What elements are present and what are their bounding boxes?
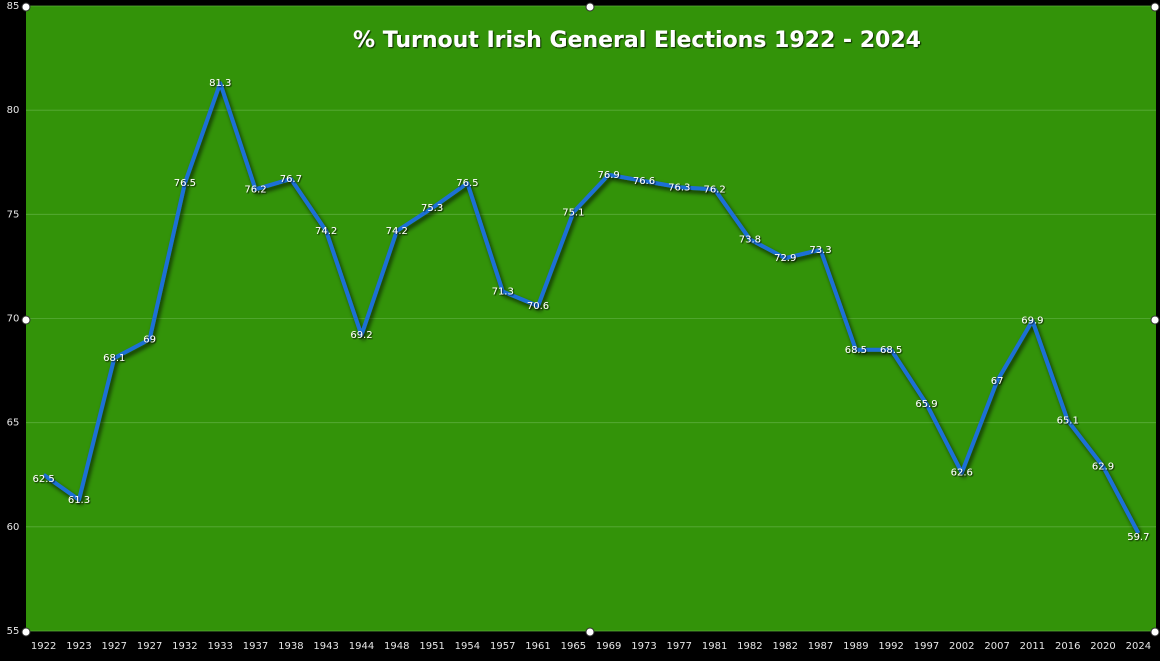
data-label: 61.3: [68, 495, 90, 506]
y-tick-label: 70: [7, 314, 20, 325]
data-label: 69.9: [1021, 316, 1043, 327]
x-tick-label: 2011: [1020, 641, 1045, 652]
data-label: 62.5: [33, 474, 55, 485]
data-label: 73.3: [809, 245, 831, 256]
data-label: 65.1: [1057, 416, 1079, 427]
data-label: 76.2: [703, 184, 725, 195]
data-label: 81.3: [209, 78, 231, 89]
x-tick-label: 1973: [631, 641, 656, 652]
x-tick-label: 1927: [137, 641, 162, 652]
x-tick-label: 2002: [949, 641, 974, 652]
data-label: 69.2: [350, 330, 372, 341]
data-label: 76.2: [244, 184, 266, 195]
data-label: 74.2: [315, 226, 337, 237]
x-tick-label: 1932: [172, 641, 197, 652]
x-tick-label: 1989: [843, 641, 868, 652]
data-label: 62.6: [951, 468, 973, 479]
selection-handles: [21, 2, 1160, 637]
x-tick-label: 1944: [349, 641, 374, 652]
x-tick-label: 1982: [737, 641, 762, 652]
x-tick-label: 1954: [455, 641, 480, 652]
x-tick-label: 1969: [596, 641, 621, 652]
x-tick-label: 1992: [878, 641, 903, 652]
data-label: 76.9: [598, 170, 620, 181]
x-tick-label: 1981: [702, 641, 727, 652]
data-label: 68.1: [103, 353, 125, 364]
data-label: 71.3: [492, 286, 514, 297]
data-label: 70.6: [527, 301, 549, 312]
x-tick-label: 1961: [525, 641, 550, 652]
x-tick-label: 1982: [772, 641, 797, 652]
data-label: 76.5: [456, 178, 478, 189]
data-label: 68.5: [880, 345, 902, 356]
data-label: 65.9: [915, 399, 937, 410]
data-label: 69: [143, 334, 156, 345]
y-tick-label: 65: [7, 418, 20, 429]
data-label: 72.9: [774, 253, 796, 264]
x-tick-label: 2016: [1055, 641, 1080, 652]
x-tick-label: 1938: [278, 641, 303, 652]
chart-title: % Turnout Irish General Elections 1922 -…: [353, 28, 921, 53]
data-label: 67: [991, 376, 1004, 387]
x-tick-label: 1965: [561, 641, 586, 652]
data-label: 62.9: [1092, 461, 1114, 472]
x-tick-label: 2020: [1090, 641, 1115, 652]
x-tick-label: 1957: [490, 641, 515, 652]
y-tick-label: 80: [7, 105, 20, 116]
x-tick-label: 1927: [102, 641, 127, 652]
x-tick-label: 2024: [1126, 641, 1151, 652]
y-tick-label: 75: [7, 209, 20, 220]
x-tick-label: 1977: [667, 641, 692, 652]
data-label: 76.3: [668, 182, 690, 193]
x-tick-label: 1948: [384, 641, 409, 652]
x-tick-label: 1987: [808, 641, 833, 652]
data-label: 73.8: [739, 234, 761, 245]
x-tick-label: 1997: [914, 641, 939, 652]
data-label: 76.5: [174, 178, 196, 189]
data-label: 75.1: [562, 207, 584, 218]
x-tick-label: 2007: [984, 641, 1009, 652]
y-tick-label: 85: [7, 1, 20, 12]
x-tick-label: 1943: [313, 641, 338, 652]
x-tick-label: 1922: [31, 641, 56, 652]
line: [42, 81, 1141, 535]
x-tick-label: 1937: [243, 641, 268, 652]
data-label: 68.5: [845, 345, 867, 356]
data-label: 74.2: [386, 226, 408, 237]
y-tick-label: 55: [7, 626, 20, 637]
y-tick-label: 60: [7, 522, 20, 533]
data-label: 59.7: [1127, 532, 1149, 543]
x-tick-label: 1933: [207, 641, 232, 652]
x-tick-label: 1951: [419, 641, 444, 652]
x-tick-label: 1923: [66, 641, 91, 652]
data-label: 75.3: [421, 203, 443, 214]
data-label: 76.6: [633, 176, 655, 187]
data-label: 76.7: [280, 174, 302, 185]
